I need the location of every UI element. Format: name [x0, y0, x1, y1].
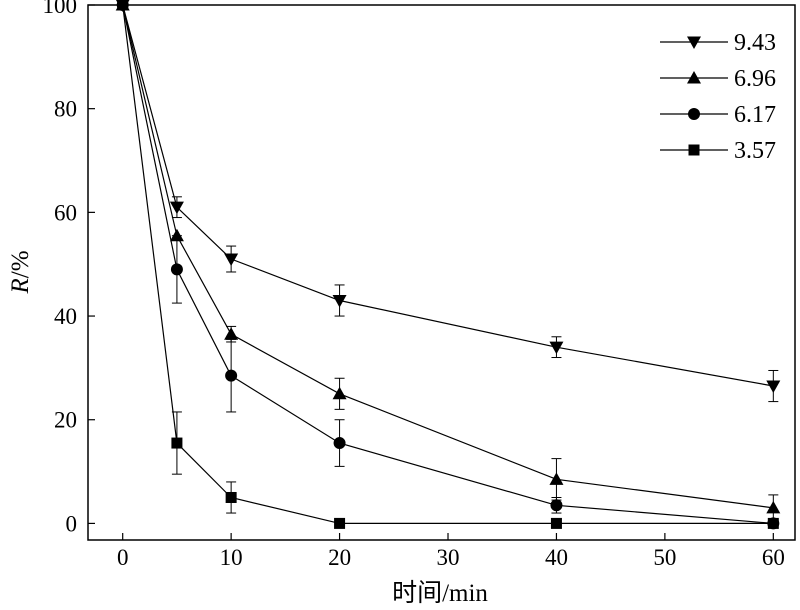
legend-item-3.57: 3.57: [660, 138, 776, 164]
legend-item-6.96: 6.96: [660, 66, 776, 92]
data-point: [171, 437, 183, 449]
data-point: [550, 499, 563, 512]
data-point: [169, 201, 184, 215]
legend: 9.43 6.96 6.17 3.57: [660, 30, 776, 164]
axes: 0 10 20 30 40 50 60 0 20 40 60 80 100: [43, 0, 785, 570]
data-point: [766, 500, 781, 514]
series-3.57: [117, 0, 779, 529]
x-tick-label: 40: [545, 545, 568, 570]
data-point: [766, 380, 781, 394]
data-point: [332, 294, 347, 308]
data-point: [332, 386, 347, 400]
series-line: [122, 4, 774, 509]
data-point: [549, 341, 564, 355]
series-layer: [115, 0, 781, 530]
x-tick-label: 50: [653, 545, 676, 570]
data-point: [549, 472, 564, 485]
data-point: [224, 253, 239, 267]
data-point: [333, 437, 346, 450]
legend-marker: [687, 36, 701, 49]
legend-item-6.17: 6.17: [660, 102, 776, 128]
x-tick-label: 0: [117, 545, 129, 570]
x-axis-label: 时间/min: [392, 579, 488, 607]
x-tick-label: 30: [437, 545, 460, 570]
legend-label: 3.57: [734, 138, 776, 164]
legend-label: 6.96: [734, 66, 776, 92]
legend-marker: [687, 71, 701, 84]
y-tick-label: 100: [43, 0, 78, 18]
y-tick-label: 80: [54, 97, 77, 122]
y-axis-label-unit: /%: [7, 250, 34, 278]
x-tick-label: 20: [328, 545, 351, 570]
x-tick-label: 10: [220, 545, 243, 570]
legend-item-9.43: 9.43: [660, 30, 776, 56]
series-line: [122, 4, 774, 387]
data-point: [225, 491, 237, 503]
legend-marker: [688, 108, 700, 120]
y-tick-label: 40: [54, 304, 77, 329]
y-axis-label: R/%: [7, 250, 34, 294]
series-line: [122, 4, 774, 524]
y-tick-label: 60: [54, 200, 77, 225]
y-axis-label-variable: R: [7, 278, 34, 294]
data-point: [169, 228, 184, 242]
data-point: [224, 327, 239, 340]
plot-frame: [87, 4, 796, 541]
data-point: [117, 0, 129, 11]
data-point: [225, 369, 238, 382]
legend-marker: [688, 144, 700, 156]
x-tick-label: 60: [762, 545, 785, 570]
legend-label: 6.17: [734, 102, 776, 128]
data-point: [170, 263, 183, 276]
data-point: [550, 517, 562, 529]
y-tick-label: 0: [66, 511, 78, 536]
y-tick-label: 20: [54, 408, 77, 433]
legend-label: 9.43: [734, 30, 776, 56]
data-point: [334, 517, 346, 529]
series-6.17: [116, 0, 780, 530]
data-point: [767, 517, 779, 529]
series-line: [122, 4, 774, 525]
series-9.43: [115, 0, 781, 403]
